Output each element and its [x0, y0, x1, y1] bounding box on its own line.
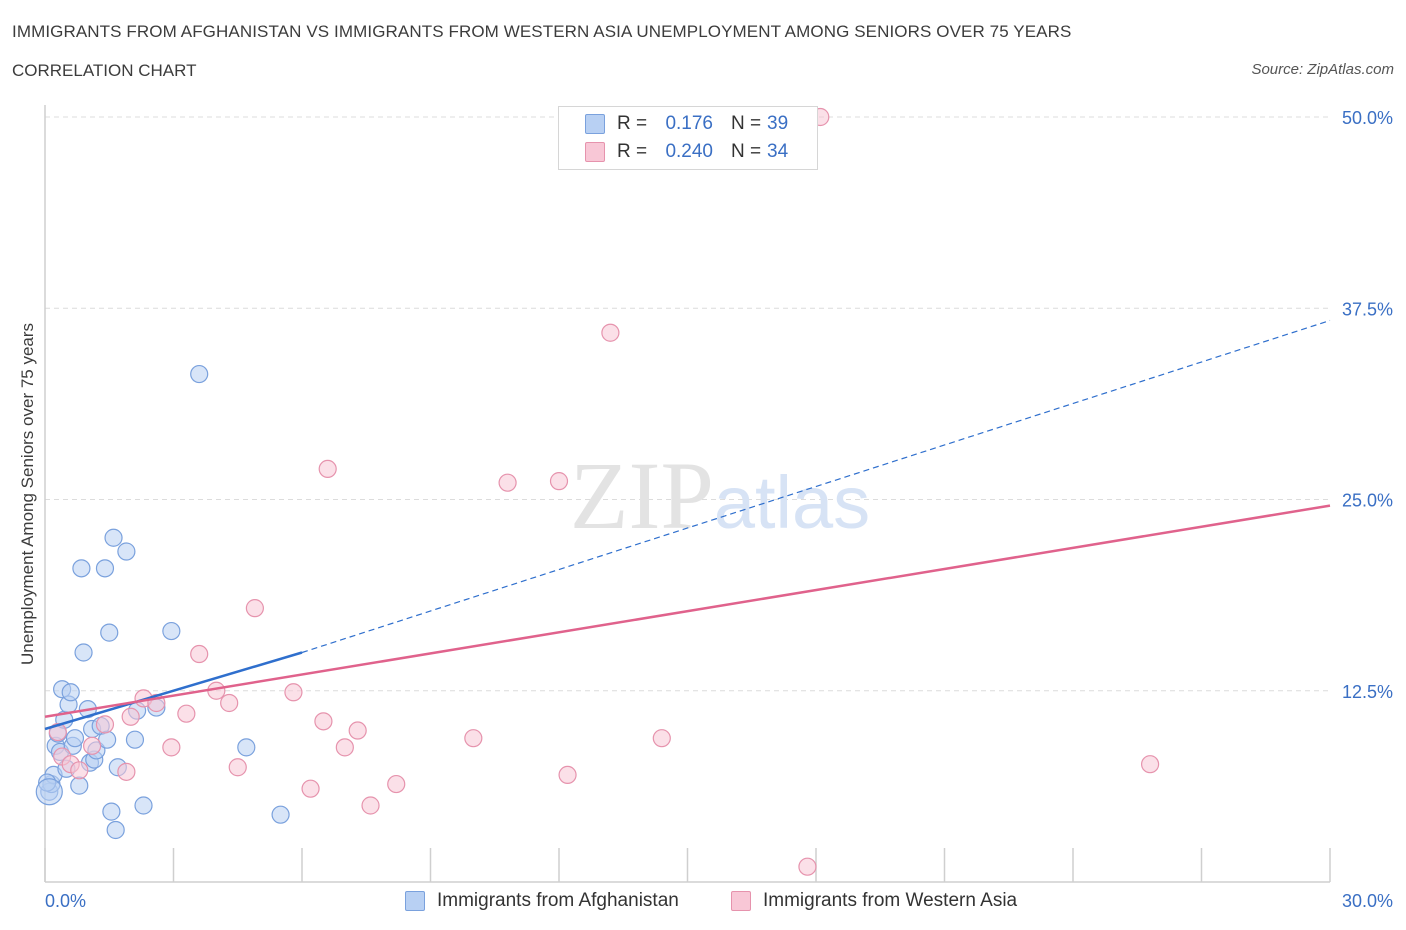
- y-tick-label: 50.0%: [1342, 108, 1393, 128]
- y-tick-label: 12.5%: [1342, 682, 1393, 702]
- afghanistan-point: [117, 542, 136, 561]
- western-asia-point: [652, 729, 671, 748]
- western-asia-point: [83, 736, 102, 755]
- western-asia-point: [798, 857, 817, 876]
- western-asia-point: [558, 765, 577, 785]
- y-axis-label: Unemployment Among Seniors over 75 years: [18, 322, 37, 666]
- chart-subtitle: CORRELATION CHART: [12, 61, 197, 80]
- western-asia-point: [601, 323, 620, 342]
- western-asia-point: [1140, 755, 1160, 774]
- watermark: ZIPatlas: [570, 442, 870, 549]
- legend-n-value: 39: [767, 113, 789, 134]
- trendline-western-asia: [44, 504, 1331, 718]
- western-asia-point: [220, 693, 239, 713]
- trend-layer: [44, 319, 1331, 731]
- legend-n-label: N =: [731, 113, 762, 134]
- x-tick-label-min: 0.0%: [45, 891, 86, 911]
- afghanistan-point: [65, 729, 85, 748]
- watermark-atlas: atlas: [714, 461, 870, 544]
- afghanistan-point: [61, 683, 80, 702]
- afghanistan-point: [70, 776, 89, 795]
- western-asia-point: [387, 774, 406, 794]
- legend-swatch-western-asia: [585, 142, 605, 162]
- western-asia-point: [361, 796, 380, 815]
- afghanistan-point: [104, 528, 123, 547]
- western-asia-point: [464, 729, 483, 748]
- western-asia-point: [70, 761, 89, 780]
- western-asia-point: [121, 707, 140, 726]
- afghanistan-point: [237, 738, 256, 757]
- afghanistan-point: [95, 559, 115, 578]
- legend-r-value: 0.240: [665, 141, 713, 162]
- western-asia-point: [95, 715, 115, 734]
- source-label: Source: ZipAtlas.com: [1251, 61, 1394, 78]
- afghanistan-point: [125, 730, 145, 749]
- points-layer: [35, 107, 1160, 876]
- x-tick-label-max: 30.0%: [1342, 891, 1393, 911]
- western-asia-point: [498, 473, 517, 492]
- western-asia-point: [162, 738, 181, 757]
- chart-title: IMMIGRANTS FROM AFGHANISTAN VS IMMIGRANT…: [12, 22, 1072, 41]
- western-asia-point: [301, 779, 320, 798]
- western-asia-point: [314, 712, 333, 731]
- bottom-legend-swatch-afghanistan: [405, 891, 425, 911]
- afghanistan-point: [102, 802, 121, 821]
- y-tick-label: 25.0%: [1342, 491, 1393, 511]
- watermark-zip: ZIP: [570, 442, 714, 549]
- grid-layer: [45, 116, 1330, 692]
- western-asia-point: [177, 704, 196, 723]
- trendline-afghanistan-extension: [301, 319, 1331, 654]
- western-asia-point: [245, 599, 264, 618]
- afghanistan-point: [134, 796, 153, 815]
- western-asia-point: [549, 472, 569, 491]
- legend-n-value: 34: [767, 141, 789, 162]
- western-asia-point: [117, 762, 136, 781]
- western-asia-point: [190, 644, 209, 664]
- bottom-legend-swatch-western-asia: [731, 891, 751, 911]
- afghanistan-point: [190, 364, 209, 384]
- western-asia-point: [284, 683, 303, 702]
- afghanistan-point: [271, 805, 290, 824]
- afghanistan-point: [162, 621, 181, 641]
- afghanistan-point: [100, 623, 119, 642]
- y-tick-label: 37.5%: [1342, 299, 1393, 319]
- bottom-legend-label-western-asia: Immigrants from Western Asia: [763, 890, 1018, 911]
- afghanistan-point: [74, 643, 93, 662]
- western-asia-point: [318, 459, 337, 478]
- western-asia-point: [228, 758, 247, 777]
- tick-labels-layer: 12.5% 25.0% 37.5% 50.0% 0.0% 30.0%: [45, 108, 1393, 911]
- western-asia-point: [348, 721, 367, 740]
- legend-n-label: N =: [731, 141, 762, 162]
- legend-r-label: R =: [617, 113, 648, 134]
- legend-r-value: 0.176: [665, 113, 713, 134]
- western-asia-point: [335, 738, 354, 757]
- afghanistan-point: [72, 559, 91, 578]
- legend-swatch-afghanistan: [585, 114, 605, 134]
- afghanistan-point: [35, 778, 63, 806]
- western-asia-point: [48, 722, 67, 742]
- bottom-legend-label-afghanistan: Immigrants from Afghanistan: [437, 890, 679, 911]
- afghanistan-point: [106, 820, 125, 840]
- axis-layer: [44, 105, 1331, 883]
- stats-legend: R = 0.176 N = 39 R = 0.240 N = 34: [558, 106, 818, 170]
- legend-r-label: R =: [617, 141, 648, 162]
- trendline-afghanistan: [44, 651, 303, 731]
